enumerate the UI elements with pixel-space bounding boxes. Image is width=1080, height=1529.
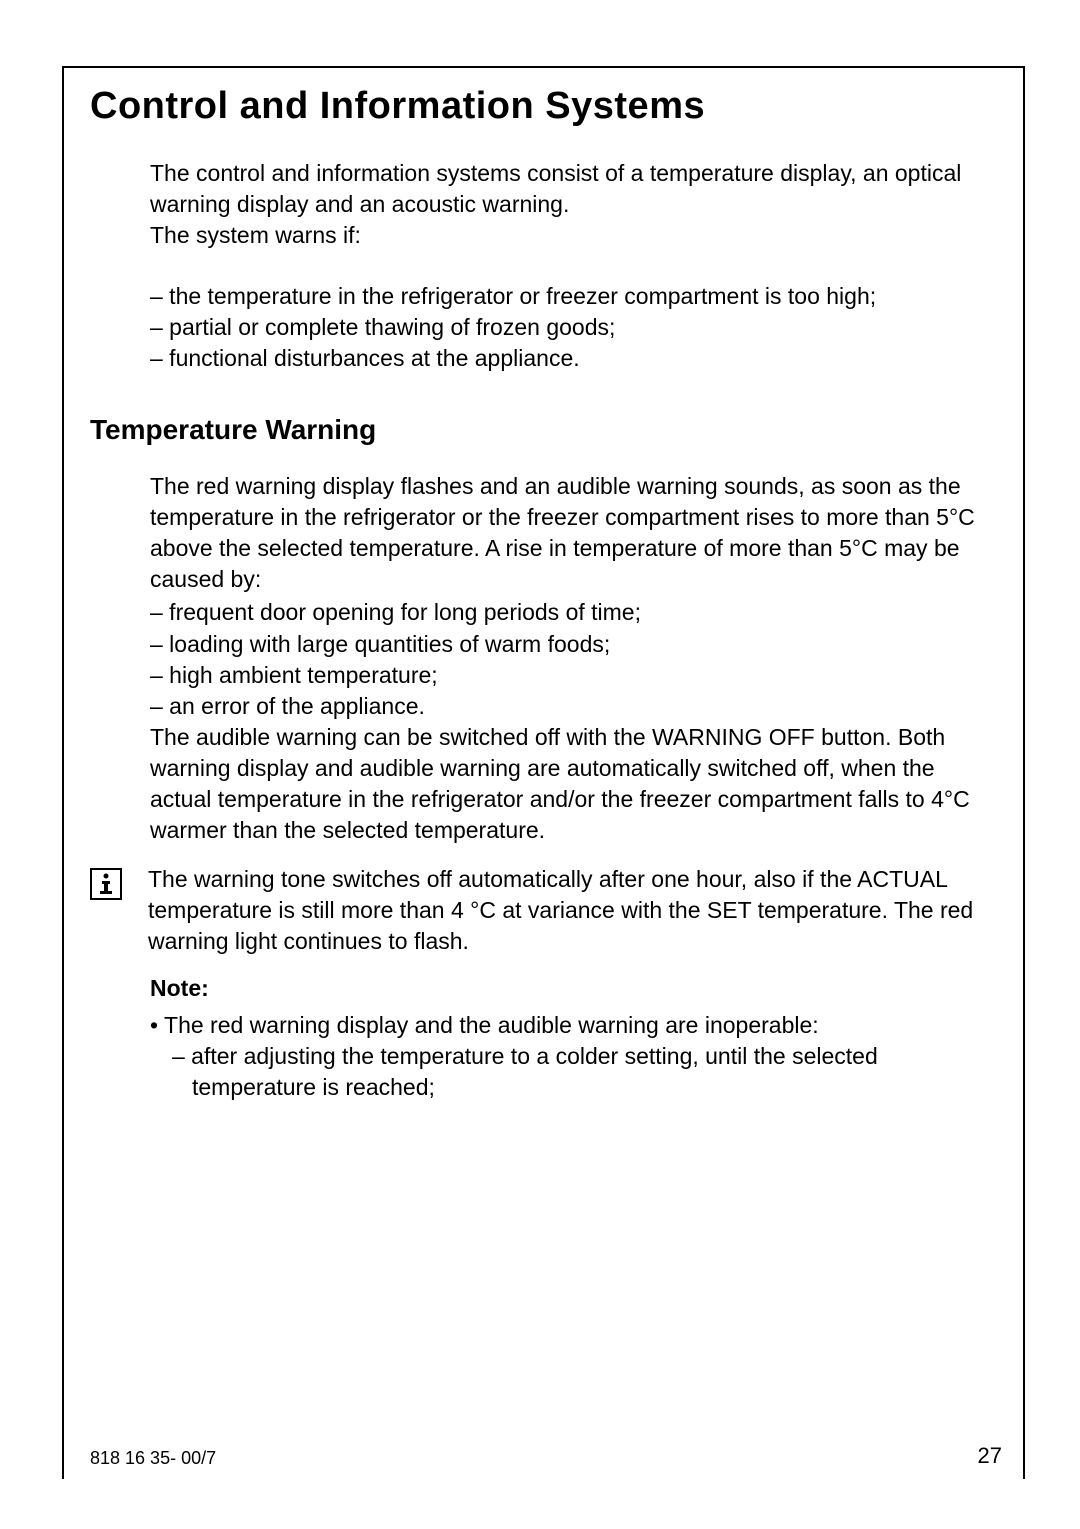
- footer-doc-id: 818 16 35- 00/7: [90, 1448, 216, 1469]
- section-heading: Temperature Warning: [90, 414, 990, 446]
- note-bullet-block: • The red warning display and the audibl…: [150, 1010, 990, 1041]
- section-dash-item: – high ambient temperature;: [150, 660, 990, 691]
- note-label: Note:: [150, 975, 990, 1002]
- intro-paragraph-1: The control and information systems cons…: [150, 158, 990, 220]
- section-dash-list: – frequent door opening for long periods…: [150, 597, 990, 721]
- intro-paragraph-2: The system warns if:: [150, 220, 990, 251]
- section-dash-item: – an error of the appliance.: [150, 691, 990, 722]
- section-paragraph-1: The red warning display flashes and an a…: [150, 471, 990, 595]
- section-body-1: The red warning display flashes and an a…: [150, 471, 990, 595]
- intro-dash-list: – the temperature in the refrigerator or…: [150, 281, 990, 374]
- section-dash-item: – frequent door opening for long periods…: [150, 597, 990, 628]
- section-paragraph-2: The audible warning can be switched off …: [150, 722, 990, 846]
- note-sub-dash: – after adjusting the temperature to a c…: [172, 1041, 990, 1103]
- info-note-text: The warning tone switches off automatica…: [148, 864, 990, 957]
- main-heading: Control and Information Systems: [90, 85, 990, 128]
- page-content: Control and Information Systems The cont…: [90, 85, 990, 1103]
- section-body-2: The audible warning can be switched off …: [150, 722, 990, 846]
- intro-dash-item: – functional disturbances at the applian…: [150, 343, 990, 374]
- info-note-row: The warning tone switches off automatica…: [90, 864, 990, 957]
- intro-dash-item: – the temperature in the refrigerator or…: [150, 281, 990, 312]
- section-dash-item: – loading with large quantities of warm …: [150, 629, 990, 660]
- footer-page-number: 27: [978, 1443, 1002, 1469]
- note-bullet: • The red warning display and the audibl…: [150, 1010, 990, 1041]
- info-icon: [90, 868, 122, 900]
- intro-block: The control and information systems cons…: [150, 158, 990, 251]
- intro-dash-item: – partial or complete thawing of frozen …: [150, 312, 990, 343]
